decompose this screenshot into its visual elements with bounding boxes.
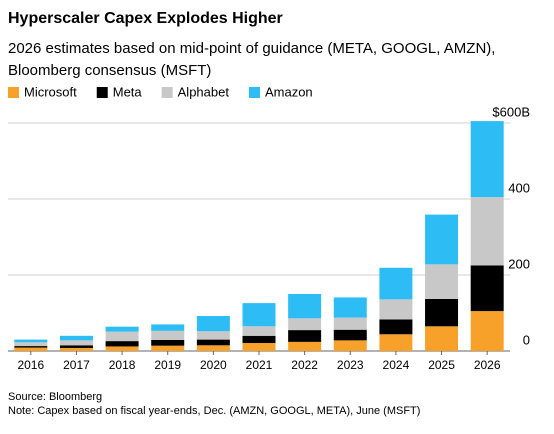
bar-segment: [105, 331, 139, 342]
chart-subtitle: 2026 estimates based on mid-point of gui…: [8, 40, 496, 79]
x-tick-label: 2016: [17, 358, 44, 372]
x-tick-label: 2020: [200, 358, 227, 372]
bar-segment: [470, 265, 504, 312]
bar-segment: [151, 339, 185, 346]
bar-segment: [333, 340, 367, 351]
bar-segment: [242, 343, 276, 351]
bar-segment: [59, 335, 93, 341]
x-tick-label: 2023: [337, 358, 364, 372]
bar-segment: [425, 264, 459, 299]
bar-segment: [196, 339, 230, 346]
bar-segment: [151, 330, 185, 340]
x-tick-label: 2019: [154, 358, 181, 372]
bar-segment: [59, 340, 93, 346]
bar-segment: [425, 326, 459, 351]
bar-segment: [14, 347, 48, 351]
bar-segment: [242, 303, 276, 327]
bar-segment: [14, 346, 48, 348]
bar-segment: [105, 326, 139, 332]
bar-segment: [288, 294, 322, 319]
chart-title: Hyperscaler Capex Explodes Higher: [8, 10, 283, 27]
bar-segment: [14, 342, 48, 347]
bar-segment: [14, 339, 48, 343]
x-tick-label: 2022: [291, 358, 318, 372]
bar-segment: [470, 197, 504, 266]
bar-segment: [196, 331, 230, 340]
bar-segment: [425, 298, 459, 327]
x-tick-label: 2017: [63, 358, 90, 372]
source: Source: Bloomberg: [8, 391, 102, 403]
legend-swatch: [161, 87, 173, 98]
bar-segment: [379, 334, 413, 351]
x-tick-label: 2025: [428, 358, 455, 372]
bar-segment: [151, 345, 185, 351]
legend-label: Amazon: [265, 84, 313, 99]
x-tick-label: 2018: [109, 358, 136, 372]
bar-segment: [379, 319, 413, 335]
bar-segment: [242, 335, 276, 344]
legend-swatch: [96, 87, 108, 98]
x-tick-label: 2026: [474, 358, 501, 372]
bar-segment: [470, 121, 504, 198]
bar-segment: [333, 329, 367, 341]
bar-segment: [242, 326, 276, 336]
bar-segment: [288, 318, 322, 331]
bar-segment: [333, 317, 367, 330]
legend-label: Microsoft: [24, 84, 77, 99]
bar-segment: [425, 214, 459, 265]
legend-swatch: [248, 87, 260, 98]
y-tick-label: 400: [508, 180, 530, 195]
bar-segment: [470, 311, 504, 351]
bar-segment: [379, 267, 413, 300]
y-tick-label: $600B: [492, 104, 530, 119]
bar-segment: [333, 297, 367, 318]
bar-segment: [196, 316, 230, 332]
bar-segment: [151, 324, 185, 331]
bar-segment: [196, 345, 230, 351]
y-tick-label: 0: [523, 332, 530, 347]
bar-segment: [288, 330, 322, 342]
bar-segment: [105, 341, 139, 347]
bar-segment: [105, 346, 139, 351]
note: Note: Capex based on fiscal year-ends, D…: [8, 405, 420, 417]
legend-label: Alphabet: [178, 84, 230, 99]
y-tick-label: 200: [508, 256, 530, 271]
legend-swatch: [8, 87, 19, 98]
bar-segment: [379, 299, 413, 320]
x-tick-label: 2024: [383, 358, 410, 372]
legend-label: Meta: [113, 84, 143, 99]
bar-segment: [59, 347, 93, 351]
x-tick-label: 2021: [246, 358, 273, 372]
bar-segment: [59, 345, 93, 348]
bar-segment: [288, 341, 322, 351]
